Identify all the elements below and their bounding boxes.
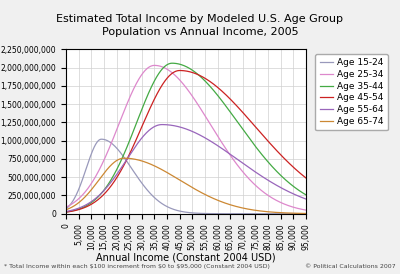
Age 15-24 [156,199,160,202]
Age 15-24 [166,206,171,209]
Line: Age 45-54: Age 45-54 [66,70,306,214]
Text: Estimated Total Income by Modeled U.S. Age Group: Estimated Total Income by Modeled U.S. A… [56,14,344,24]
Line: Age 35-44: Age 35-44 [66,63,306,214]
Line: Age 25-34: Age 25-34 [66,65,306,214]
Age 55-64 [160,123,164,126]
Age 65-74 [299,212,304,215]
Line: Age 55-64: Age 55-64 [66,125,306,214]
Age 25-34 [91,179,96,182]
Age 35-44 [105,184,110,187]
Age 65-74 [273,211,278,214]
Age 15-24 [64,212,68,215]
Age 35-44 [156,73,160,76]
Age 15-24 [304,212,308,215]
Age 65-74 [166,172,171,175]
Age 65-74 [122,156,126,160]
Age 35-44 [64,212,68,215]
Age 15-24 [299,212,304,215]
Age 65-74 [304,212,308,215]
Age 55-64 [304,197,308,201]
Age 45-54 [273,148,278,151]
Age 25-34 [105,150,110,154]
X-axis label: Annual Income (Constant 2004 USD): Annual Income (Constant 2004 USD) [96,253,276,263]
Age 15-24 [273,212,278,215]
Age 25-34 [64,212,68,215]
Age 55-64 [273,183,278,186]
Age 55-64 [299,196,304,199]
Age 25-34 [166,68,171,72]
Age 45-54 [166,75,171,78]
Text: © Political Calculations 2007: © Political Calculations 2007 [305,264,396,269]
Age 55-64 [156,124,160,127]
Age 35-44 [170,62,174,65]
Text: Population vs Annual Income, 2005: Population vs Annual Income, 2005 [102,27,298,37]
Age 15-24 [99,138,104,141]
Age 25-34 [273,198,278,202]
Line: Age 65-74: Age 65-74 [66,158,306,214]
Age 65-74 [105,167,110,170]
Age 35-44 [91,199,96,203]
Age 25-34 [156,64,160,67]
Legend: Age 15-24, Age 25-34, Age 35-44, Age 45-54, Age 55-64, Age 65-74: Age 15-24, Age 25-34, Age 35-44, Age 45-… [315,54,388,130]
Age 35-44 [273,169,278,172]
Age 35-44 [166,62,171,66]
Age 55-64 [105,185,110,188]
Age 35-44 [299,190,304,194]
Age 45-54 [105,189,110,192]
Age 65-74 [91,185,96,189]
Age 65-74 [64,212,68,215]
Age 45-54 [177,69,182,72]
Age 15-24 [91,147,96,150]
Age 65-74 [156,166,160,169]
Line: Age 15-24: Age 15-24 [66,139,306,214]
Age 55-64 [91,198,96,202]
Age 45-54 [304,176,308,180]
Age 55-64 [166,123,171,127]
Age 45-54 [156,90,160,94]
Age 25-34 [304,209,308,212]
Age 45-54 [299,173,304,176]
Text: * Total Income within each $100 increment from $0 to $95,000 (Constant 2004 USD): * Total Income within each $100 incremen… [4,264,270,269]
Age 45-54 [64,212,68,215]
Age 45-54 [91,201,96,205]
Age 15-24 [105,139,110,142]
Age 35-44 [304,193,308,196]
Age 25-34 [299,208,304,211]
Age 55-64 [64,212,68,215]
Age 25-34 [152,64,157,67]
